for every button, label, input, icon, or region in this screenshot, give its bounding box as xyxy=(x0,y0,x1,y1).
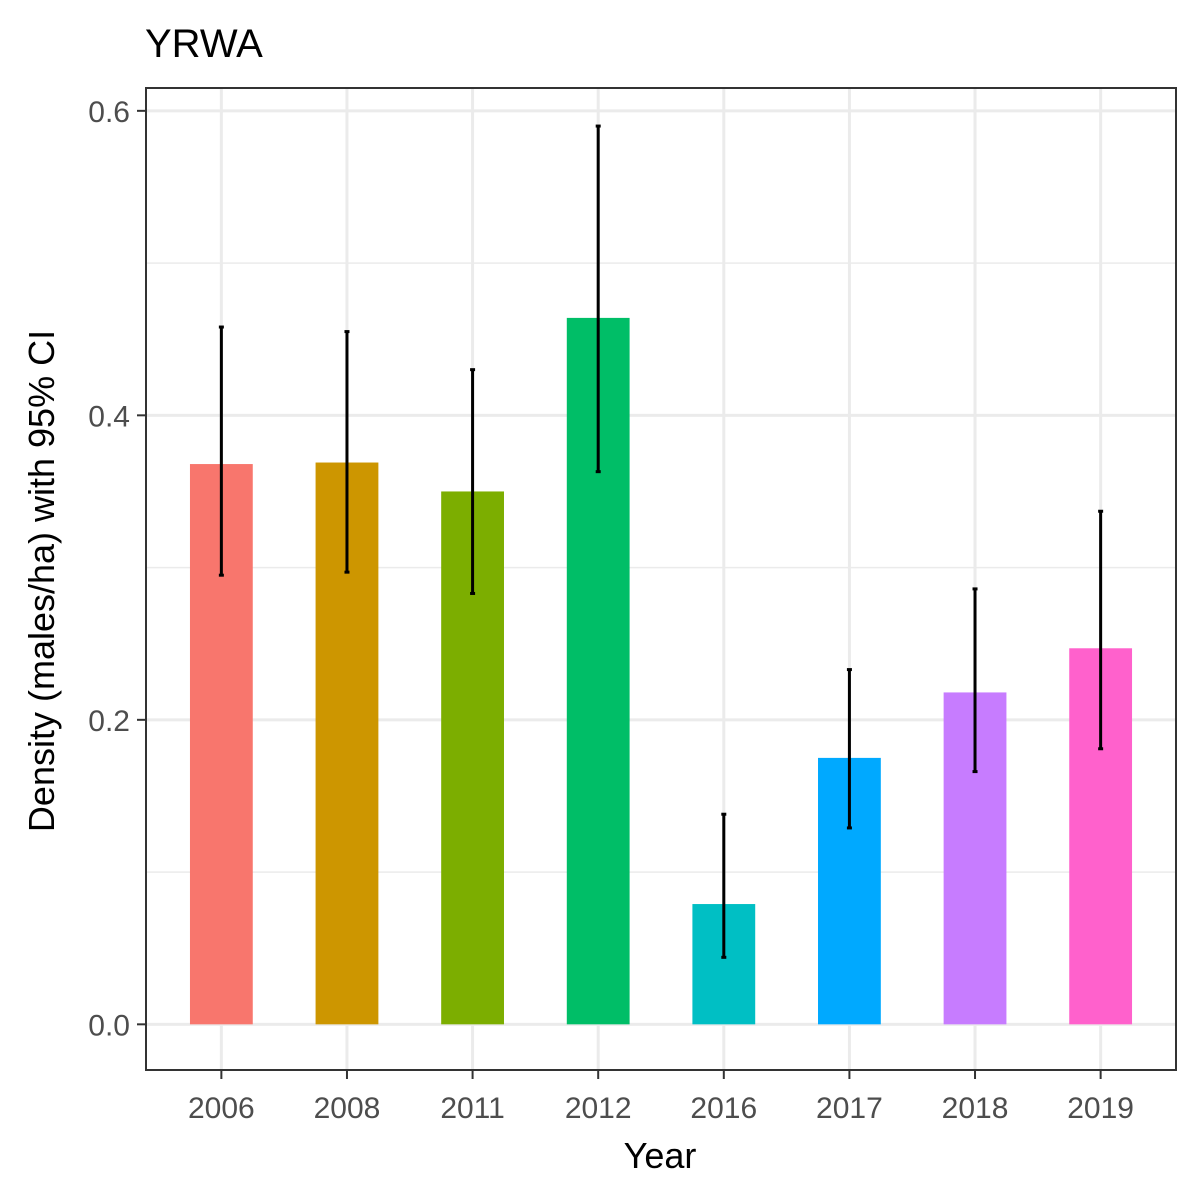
error-bar-2019 xyxy=(1098,509,1104,751)
x-tick-label: 2008 xyxy=(314,1092,381,1125)
error-bar-2006 xyxy=(218,325,224,577)
error-bar-2018 xyxy=(972,587,978,774)
y-tick-label: 0.4 xyxy=(88,400,130,433)
error-bar-2008 xyxy=(344,330,350,574)
x-tick-label: 2018 xyxy=(942,1092,1009,1125)
y-tick-label: 0.6 xyxy=(88,96,130,129)
y-tick-label: 0.0 xyxy=(88,1009,130,1042)
bars xyxy=(189,317,1133,1025)
x-tick-label: 2011 xyxy=(440,1092,505,1125)
x-axis-title: Year xyxy=(624,1135,697,1176)
panel-border xyxy=(145,87,1177,1071)
x-tick-label: 2012 xyxy=(565,1092,632,1125)
error-bar-2011 xyxy=(470,368,476,595)
error-bars xyxy=(218,124,1104,959)
error-bar-2012 xyxy=(595,124,601,474)
x-tick-label: 2017 xyxy=(816,1092,883,1125)
error-bar-2016 xyxy=(721,812,727,959)
chart-title: YRWA xyxy=(145,22,263,66)
x-tick-label: 2019 xyxy=(1067,1092,1134,1125)
y-axis-title: Density (males/ha) with 95% CI xyxy=(21,330,62,832)
x-tick-label: 2006 xyxy=(188,1092,255,1125)
y-axis: 0.0 0.2 0.4 0.6 xyxy=(88,96,146,1042)
y-tick-label: 0.2 xyxy=(88,705,130,738)
x-axis: 2006 2008 2011 2012 2016 2017 2018 2019 xyxy=(188,1070,1134,1125)
error-bar-2017 xyxy=(846,668,852,830)
x-tick-label: 2016 xyxy=(690,1092,757,1125)
